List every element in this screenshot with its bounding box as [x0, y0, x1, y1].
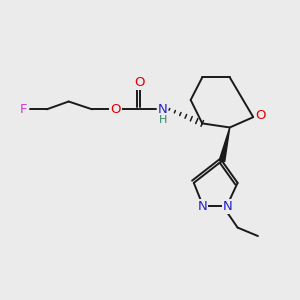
Text: O: O	[255, 109, 266, 122]
Text: N: N	[158, 103, 167, 116]
Text: O: O	[134, 76, 144, 89]
Text: N: N	[223, 200, 232, 213]
Text: H: H	[159, 115, 167, 125]
Text: O: O	[110, 103, 121, 116]
Polygon shape	[219, 128, 230, 162]
Text: N: N	[198, 200, 207, 213]
Text: F: F	[20, 103, 27, 116]
